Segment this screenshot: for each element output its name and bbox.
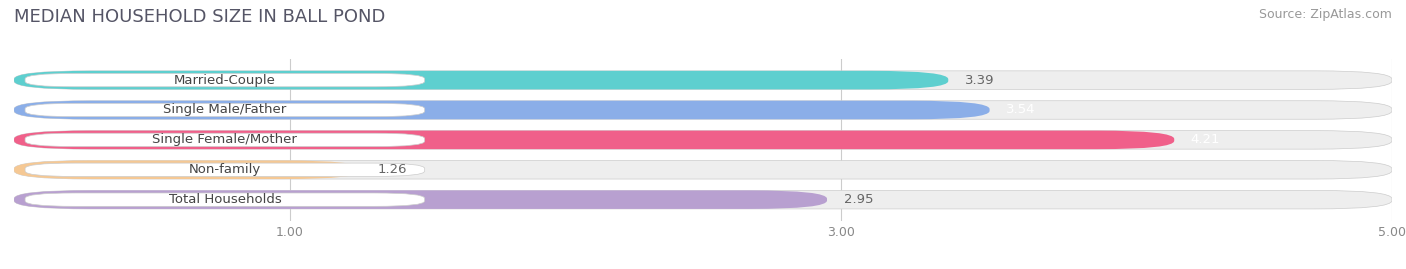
Text: Total Households: Total Households: [169, 193, 281, 206]
FancyBboxPatch shape: [14, 101, 1392, 119]
Text: Married-Couple: Married-Couple: [174, 74, 276, 87]
FancyBboxPatch shape: [14, 131, 1174, 149]
Text: 3.39: 3.39: [965, 74, 994, 87]
FancyBboxPatch shape: [25, 73, 425, 87]
FancyBboxPatch shape: [14, 101, 990, 119]
FancyBboxPatch shape: [25, 133, 425, 147]
FancyBboxPatch shape: [14, 190, 827, 209]
FancyBboxPatch shape: [14, 131, 1392, 149]
FancyBboxPatch shape: [25, 193, 425, 206]
FancyBboxPatch shape: [25, 103, 425, 117]
FancyBboxPatch shape: [14, 161, 1392, 179]
FancyBboxPatch shape: [25, 163, 425, 176]
Text: Source: ZipAtlas.com: Source: ZipAtlas.com: [1258, 8, 1392, 21]
Text: MEDIAN HOUSEHOLD SIZE IN BALL POND: MEDIAN HOUSEHOLD SIZE IN BALL POND: [14, 8, 385, 26]
Text: 4.21: 4.21: [1191, 133, 1220, 146]
Text: Non-family: Non-family: [188, 163, 262, 176]
FancyBboxPatch shape: [14, 71, 948, 89]
FancyBboxPatch shape: [14, 161, 361, 179]
Text: Single Female/Mother: Single Female/Mother: [152, 133, 297, 146]
Text: 1.26: 1.26: [378, 163, 408, 176]
FancyBboxPatch shape: [14, 71, 1392, 89]
Text: 2.95: 2.95: [844, 193, 873, 206]
Text: 3.54: 3.54: [1007, 104, 1036, 116]
FancyBboxPatch shape: [14, 190, 1392, 209]
Text: Single Male/Father: Single Male/Father: [163, 104, 287, 116]
